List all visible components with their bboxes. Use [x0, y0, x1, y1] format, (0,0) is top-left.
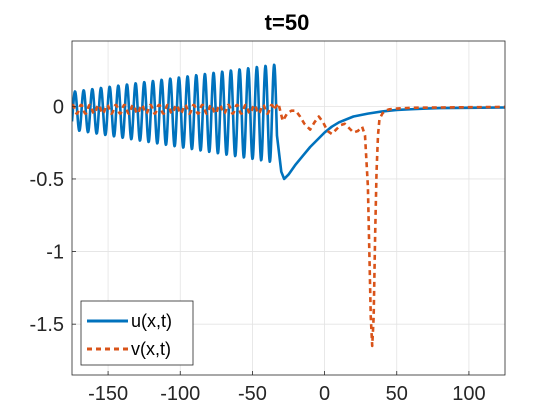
axes-box	[71, 40, 506, 376]
series-layer	[72, 63, 505, 348]
y-tick-label: 0	[53, 96, 64, 118]
series-line-v	[72, 102, 505, 348]
series-line-u	[72, 63, 505, 181]
x-tick-label: 50	[386, 383, 408, 405]
y-tick-label: -1	[46, 242, 64, 264]
legend-label-u: u(x,t)	[131, 311, 172, 331]
legend-label-v: v(x,t)	[131, 339, 171, 359]
x-tick-label: -100	[160, 383, 200, 405]
y-tick-label: -0.5	[30, 169, 64, 191]
legend: u(x,t) v(x,t)	[80, 300, 194, 366]
legend-box	[80, 300, 194, 366]
x-tick-label: 0	[319, 383, 330, 405]
x-tick-label: 100	[452, 383, 485, 405]
x-tick-label: -50	[238, 383, 267, 405]
y-tick-label: -1.5	[30, 314, 64, 336]
chart-title: t=50	[265, 10, 310, 35]
axis-ticks: -150 -100 -50 0 50 100 0 -0.5 -1 -1.5	[30, 96, 486, 405]
x-tick-label: -150	[88, 383, 128, 405]
